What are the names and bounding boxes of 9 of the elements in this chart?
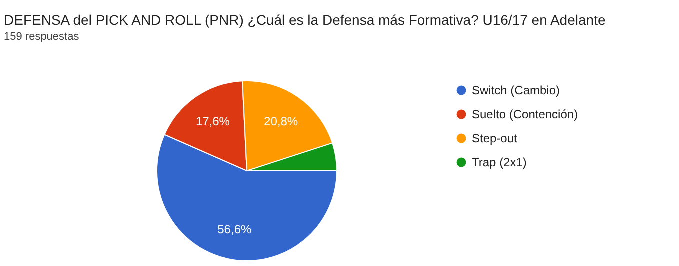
legend-label: Suelto (Contención) bbox=[472, 108, 578, 122]
legend-label: Step-out bbox=[472, 132, 518, 146]
legend-label: Trap (2x1) bbox=[472, 156, 527, 170]
data-label: 17,6% bbox=[196, 114, 230, 129]
text: 159 respuestas bbox=[4, 31, 80, 43]
legend-label: Switch (Cambio) bbox=[472, 84, 560, 98]
data-label: 20,8% bbox=[264, 114, 298, 129]
chart-title: DEFENSA del PICK AND ROLL (PNR) ¿Cuál es la Defensa más Formativa? U16/17 en Adelante bbox=[4, 12, 606, 28]
data-label: 56,6% bbox=[218, 222, 252, 237]
